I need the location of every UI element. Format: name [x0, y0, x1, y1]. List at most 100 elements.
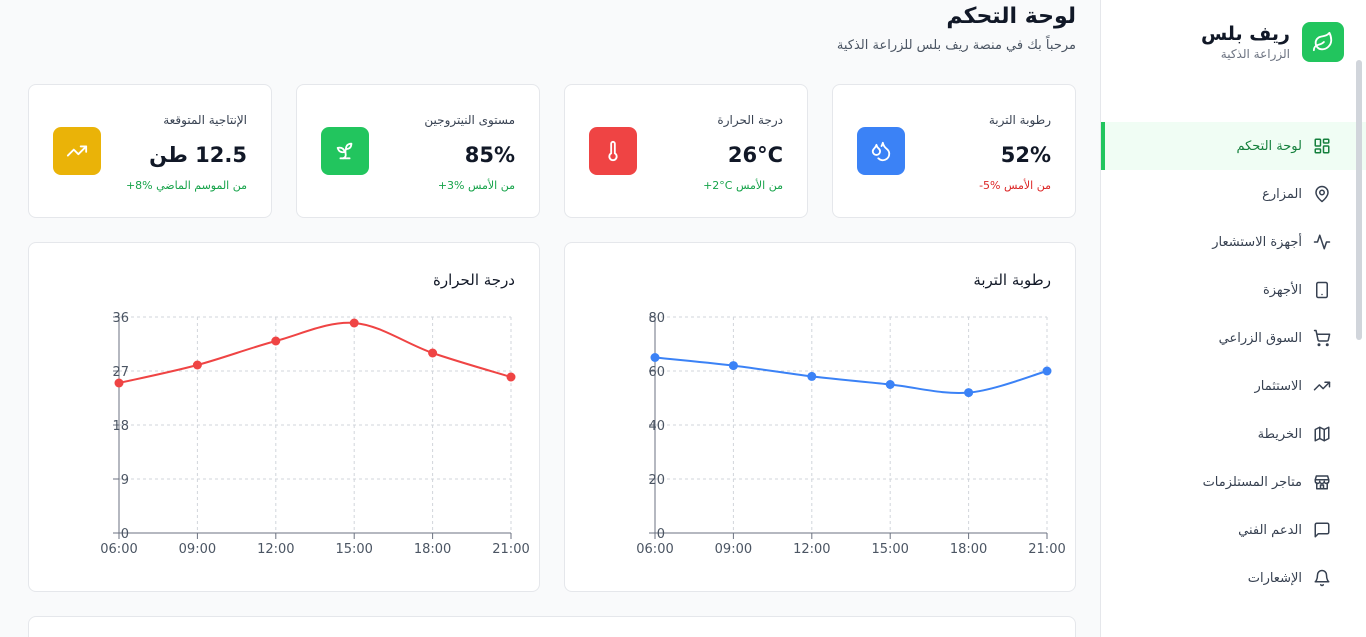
data-point: [964, 388, 974, 398]
data-point: [728, 361, 738, 371]
chart-title: درجة الحرارة: [433, 271, 515, 289]
series-line: [118, 321, 512, 384]
sidebar-item-label: الاستثمار: [1254, 378, 1302, 394]
sidebar-item-map[interactable]: الخريطة: [1101, 410, 1366, 458]
x-tick-label: 06:00: [636, 542, 673, 557]
stat-card-nitrogen: مستوى النيتروجين 85% +3% من الأمس: [296, 84, 540, 218]
data-point: [885, 380, 895, 389]
x-tick-label: 18:00: [414, 542, 451, 557]
stat-card-soil-moisture: رطوبة التربة 52% -5% من الأمس: [832, 84, 1076, 218]
sidebar-item-farms[interactable]: المزارع: [1101, 170, 1366, 218]
stat-label: مستوى النيتروجين: [424, 113, 515, 127]
stat-value: 85%: [464, 143, 515, 167]
sidebar-item-dashboard[interactable]: لوحة التحكم: [1101, 122, 1366, 170]
sidebar-item-label: لوحة التحكم: [1236, 138, 1302, 154]
data-point: [114, 378, 124, 388]
y-tick-label: 36: [112, 311, 129, 326]
bottom-card: [28, 616, 1076, 637]
brand-subtitle: الزراعة الذكية: [1220, 47, 1290, 61]
x-tick-label: 18:00: [950, 542, 987, 557]
y-tick-label: 18: [112, 419, 129, 434]
data-point: [349, 318, 359, 328]
y-tick-label: 27: [112, 365, 129, 380]
sidebar-item-notifications[interactable]: الإشعارات: [1101, 554, 1366, 602]
x-tick-label: 09:00: [715, 542, 752, 557]
sidebar-item-label: الدعم الفني: [1238, 522, 1302, 538]
brand[interactable]: ريف بلس الزراعة الذكية: [1201, 22, 1344, 62]
data-point: [650, 353, 660, 362]
cart-icon: [1312, 328, 1332, 348]
dashboard-grid-icon: [1312, 136, 1332, 156]
device-icon: [1312, 280, 1332, 300]
stat-value: 52%: [1000, 143, 1051, 167]
stat-change: +3% من الأمس: [437, 179, 515, 192]
stat-value: 26°C: [727, 143, 783, 167]
sidebar: ريف بلس الزراعة الذكية لوحة التحكم المزا…: [1100, 0, 1366, 637]
sidebar-item-label: المزارع: [1262, 186, 1302, 202]
page-subtitle: مرحباً بك في منصة ريف بلس للزراعة الذكية: [836, 38, 1076, 53]
stat-label: رطوبة التربة: [988, 113, 1051, 127]
map-icon: [1312, 424, 1332, 444]
sidebar-item-sensors[interactable]: أجهزة الاستشعار: [1101, 218, 1366, 266]
brand-name: ريف بلس: [1200, 23, 1290, 45]
temperature-chart: 0 9 18 27 36 06:00 09:00 12:00 15:00 18:00 21:00: [100, 311, 529, 557]
data-point: [428, 348, 438, 358]
y-tick-label: 0: [657, 527, 665, 542]
main-content: لوحة التحكم مرحباً بك في منصة ريف بلس لل…: [28, 4, 1076, 637]
map-pin-icon: [1312, 184, 1332, 204]
sidebar-item-label: الإشعارات: [1247, 570, 1302, 586]
y-tick-label: 40: [648, 419, 665, 434]
sidebar-item-label: الأجهزة: [1262, 282, 1302, 298]
data-point: [271, 336, 281, 346]
sidebar-item-label: السوق الزراعي: [1218, 330, 1302, 346]
leaf-icon: [1302, 22, 1344, 62]
y-tick-label: 20: [648, 473, 665, 488]
sidebar-item-support[interactable]: الدعم الفني: [1101, 506, 1366, 554]
sidebar-item-investment[interactable]: الاستثمار: [1101, 362, 1366, 410]
sidebar-item-label: الخريطة: [1257, 426, 1302, 442]
x-tick-label: 09:00: [179, 542, 216, 557]
bell-icon: [1312, 568, 1332, 588]
sidebar-item-supply-stores[interactable]: متاجر المستلزمات: [1101, 458, 1366, 506]
stat-card-expected-yield: الإنتاجية المتوقعة 12.5 طن +8% من الموسم…: [28, 84, 272, 218]
data-point: [1042, 366, 1052, 376]
sidebar-item-devices[interactable]: الأجهزة: [1101, 266, 1366, 314]
stat-card-temperature: درجة الحرارة 26°C +2°C من الأمس: [564, 84, 808, 218]
y-tick-label: 80: [648, 311, 665, 326]
sidebar-item-label: متاجر المستلزمات: [1202, 474, 1302, 490]
series-line: [654, 356, 1048, 395]
data-point: [192, 360, 202, 370]
store-icon: [1312, 472, 1332, 492]
soil-moisture-chart: 0 20 40 60 80 06:00 09:00 12:00 15:00 18:00 21:00: [636, 311, 1065, 557]
sidebar-item-label: أجهزة الاستشعار: [1212, 234, 1302, 250]
page-title: لوحة التحكم: [946, 4, 1076, 29]
chat-icon: [1312, 520, 1332, 540]
x-tick-label: 12:00: [257, 542, 294, 557]
stat-label: درجة الحرارة: [717, 113, 783, 127]
trending-up-icon: [1312, 376, 1332, 396]
droplets-icon: [857, 127, 905, 175]
x-tick-label: 15:00: [335, 542, 372, 557]
x-tick-label: 15:00: [871, 542, 908, 557]
stat-change: +2°C من الأمس: [703, 179, 783, 192]
x-tick-label: 12:00: [793, 542, 830, 557]
data-point: [506, 372, 516, 382]
chart-title: رطوبة التربة: [973, 271, 1051, 289]
chart-card-soil-moisture: رطوبة التربة 0 20 40 60 80 06:00 09:00 12:00 15:…: [564, 242, 1076, 592]
stat-change: -5% من الأمس: [979, 179, 1051, 192]
data-point: [807, 371, 817, 381]
thermometer-icon: [589, 127, 637, 175]
sidebar-item-market[interactable]: السوق الزراعي: [1101, 314, 1366, 362]
stat-label: الإنتاجية المتوقعة: [163, 113, 247, 127]
y-tick-label: 60: [648, 365, 665, 380]
activity-icon: [1312, 232, 1332, 252]
chart-card-temperature: درجة الحرارة 0 9 18 27 36 06:00 09:00 12:00 15:0…: [28, 242, 540, 592]
sidebar-scrollbar[interactable]: [1356, 60, 1362, 340]
sprout-icon: [321, 127, 369, 175]
x-tick-label: 21:00: [492, 542, 529, 557]
x-tick-label: 21:00: [1028, 542, 1065, 557]
stat-value: 12.5 طن: [149, 143, 247, 167]
sidebar-nav: لوحة التحكم المزارع أجهزة الاستشعار الأج…: [1101, 122, 1366, 602]
stat-change: +8% من الموسم الماضي: [125, 179, 247, 192]
y-tick-label: 0: [121, 527, 129, 542]
